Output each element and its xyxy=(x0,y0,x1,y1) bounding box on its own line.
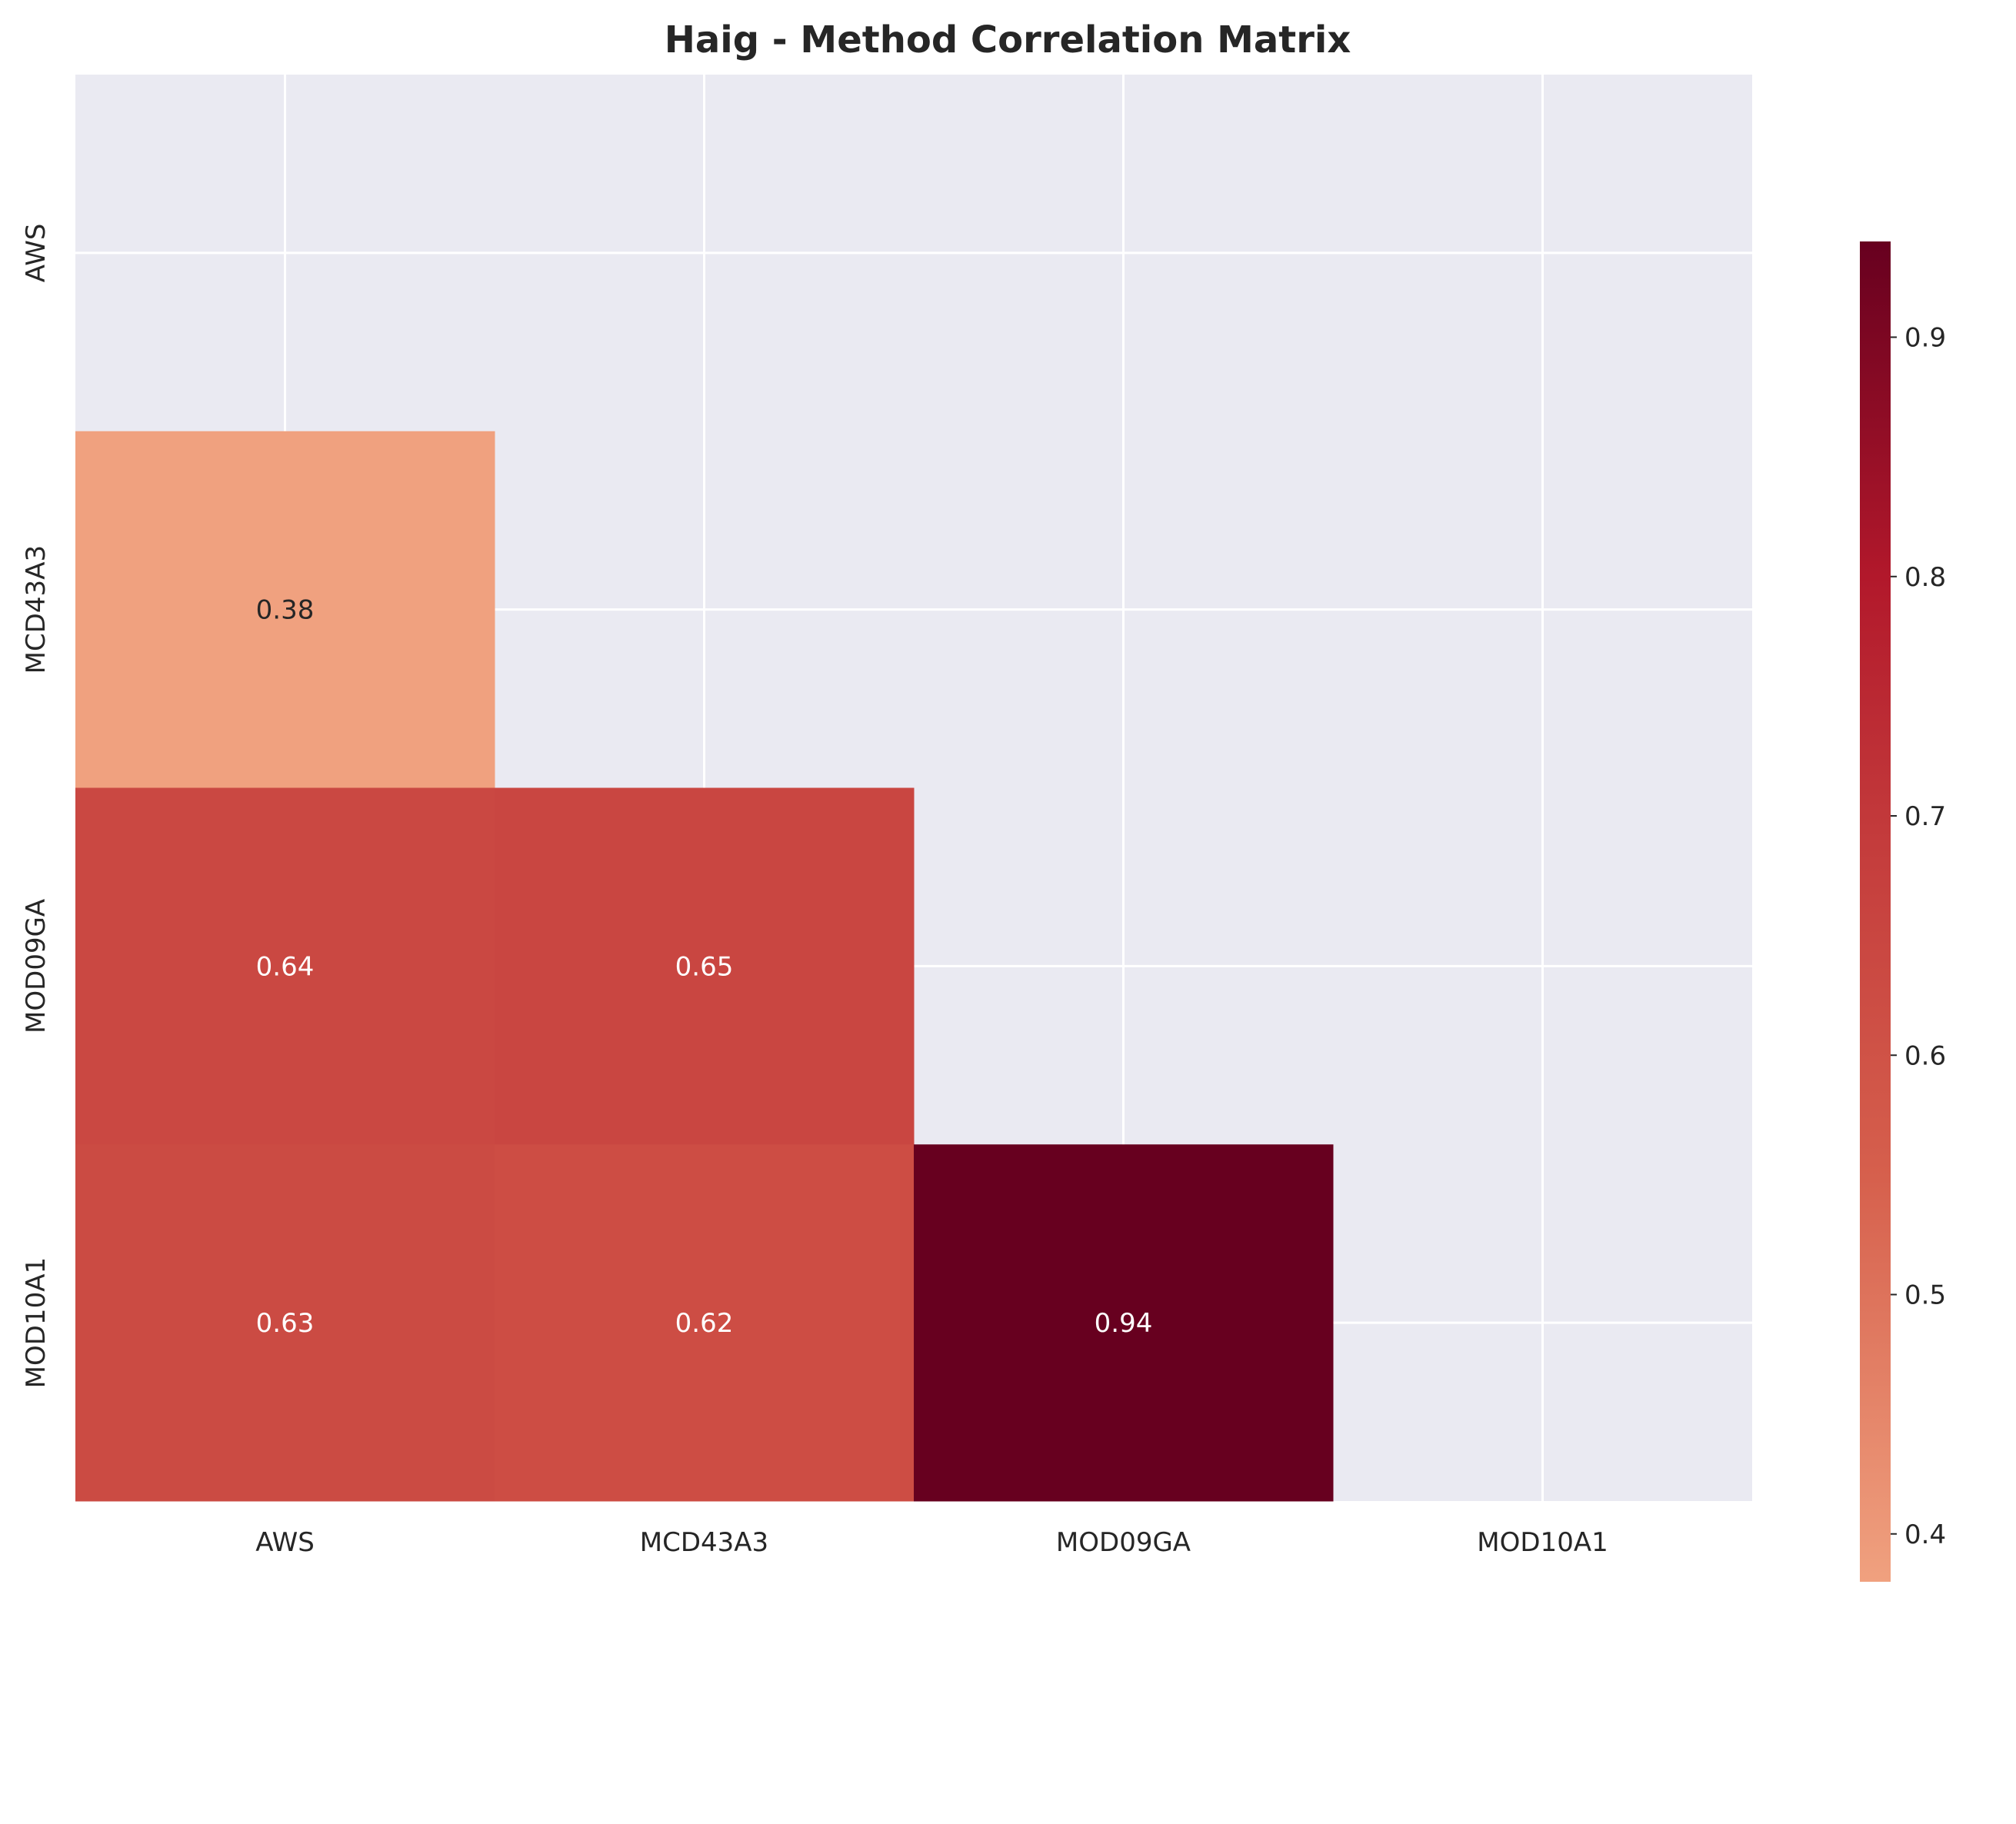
colorbar-tick-label: 0.7 xyxy=(1904,801,1946,832)
heatmap-cell xyxy=(495,787,915,1145)
heatmap-cell xyxy=(75,787,495,1145)
y-tick-label: AWS xyxy=(21,224,52,283)
cell-value-label: 0.64 xyxy=(256,951,315,982)
colorbar-tick-label: 0.4 xyxy=(1904,1519,1946,1550)
colorbar-tick-label: 0.9 xyxy=(1904,323,1946,354)
y-tick-label: MOD10A1 xyxy=(21,1257,52,1388)
x-tick-label: AWS xyxy=(255,1527,315,1558)
cell-value-label: 0.63 xyxy=(256,1308,315,1339)
colorbar xyxy=(1860,241,1891,1582)
cell-value-label: 0.62 xyxy=(675,1308,734,1339)
heatmap-cell xyxy=(75,1144,495,1502)
colorbar-tick-label: 0.8 xyxy=(1904,562,1946,593)
x-tick-label: MOD09GA xyxy=(1056,1527,1191,1558)
chart-title: Haig - Method Correlation Matrix xyxy=(665,18,1351,62)
colorbar-tick-label: 0.6 xyxy=(1904,1040,1946,1071)
heatmap-cell xyxy=(914,1144,1334,1502)
cell-value-label: 0.65 xyxy=(675,951,734,982)
heatmap-cells xyxy=(75,431,1334,1502)
colorbar-ticks: 0.4 0.5 0.6 0.7 0.8 0.9 xyxy=(1891,323,1946,1550)
heatmap-cell xyxy=(495,1144,915,1502)
y-axis-ticks: AWS MCD43A3 MOD09GA MOD10A1 xyxy=(21,224,52,1389)
cell-value-label: 0.38 xyxy=(256,595,315,626)
x-tick-label: MCD43A3 xyxy=(640,1527,768,1558)
cell-value-label: 0.94 xyxy=(1095,1308,1153,1339)
x-axis-ticks: AWS MCD43A3 MOD09GA MOD10A1 xyxy=(255,1527,1608,1558)
y-tick-label: MOD09GA xyxy=(21,899,52,1033)
heatmap-cell xyxy=(75,431,495,788)
colorbar-tick-label: 0.5 xyxy=(1904,1280,1946,1311)
y-tick-label: MCD43A3 xyxy=(21,545,52,674)
cell-value-labels: 0.38 0.64 0.65 0.63 0.62 0.94 xyxy=(256,595,1153,1340)
x-tick-label: MOD10A1 xyxy=(1477,1527,1608,1558)
